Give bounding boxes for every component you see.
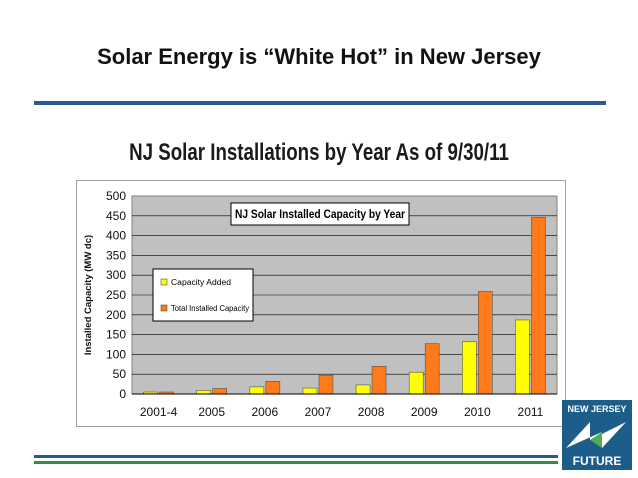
legend-swatch-added	[160, 278, 168, 286]
bar-capacity-added	[196, 390, 211, 395]
bar-capacity-added	[515, 319, 530, 395]
legend-label-added: Capacity Added	[171, 278, 231, 287]
y-tick-label: 200	[106, 308, 126, 322]
x-tick-label: 2010	[464, 405, 491, 419]
bar-total-installed	[531, 217, 546, 395]
bar-capacity-added	[408, 371, 424, 395]
x-tick-label: 2001-4	[140, 405, 178, 419]
y-tick-label: 300	[106, 268, 126, 282]
x-tick-label: 2009	[411, 405, 438, 419]
x-tick-label: 2007	[305, 405, 332, 419]
bar-total-installed	[265, 381, 281, 395]
y-tick-label: 100	[106, 347, 126, 361]
bar-total-installed	[212, 388, 227, 395]
slide-title: Solar Energy is “White Hot” in New Jerse…	[97, 44, 541, 69]
chart-frame: Installed Capacity (MW dc) 0 50 100 150 200 2…	[76, 180, 566, 427]
legend-swatch-total	[160, 304, 168, 312]
legend: Capacity Added Total Installed Capacity	[152, 268, 254, 322]
y-tick-label: 0	[119, 387, 126, 401]
title-divider	[34, 101, 606, 105]
y-tick-label: 50	[113, 367, 127, 381]
y-tick-label: 350	[106, 248, 126, 262]
bar-capacity-added	[355, 384, 371, 395]
x-tick-label: 2008	[358, 405, 385, 419]
chart-inner-title-box: NJ Solar Installed Capacity by Year	[230, 202, 410, 226]
bar-capacity-added	[302, 387, 318, 395]
y-tick-label: 400	[106, 229, 126, 243]
y-tick-label: 150	[106, 328, 126, 342]
bar-total-installed	[371, 365, 387, 395]
y-tick-label: 450	[106, 209, 126, 223]
y-axis-label: Installed Capacity (MW dc)	[83, 235, 94, 355]
logo-text-top: NEW JERSEY	[567, 404, 627, 414]
bar-chart: Installed Capacity (MW dc) 0 50 100 150 200 2…	[83, 189, 558, 419]
logo-mark-icon	[566, 422, 626, 448]
chart-heading: NJ Solar Installations by Year As of 9/3…	[129, 139, 509, 166]
legend-label-total: Total Installed Capacity	[171, 304, 249, 313]
y-tick-label: 250	[106, 288, 126, 302]
bar-total-installed	[424, 343, 440, 395]
logo-text-bottom: FUTURE	[572, 454, 622, 468]
y-tick-label: 500	[106, 189, 126, 203]
bar-capacity-added	[462, 341, 477, 395]
new-jersey-future-logo: NEW JERSEY FUTURE	[562, 400, 632, 470]
x-tick-label: 2005	[198, 405, 225, 419]
bar-total-installed	[478, 291, 493, 395]
x-tick-label: 2011	[518, 405, 544, 419]
bar-capacity-added	[249, 386, 265, 395]
x-tick-label: 2006	[251, 405, 278, 419]
footer-rules	[34, 455, 558, 464]
chart-inner-title: NJ Solar Installed Capacity by Year	[235, 207, 405, 221]
bar-total-installed	[318, 375, 334, 395]
